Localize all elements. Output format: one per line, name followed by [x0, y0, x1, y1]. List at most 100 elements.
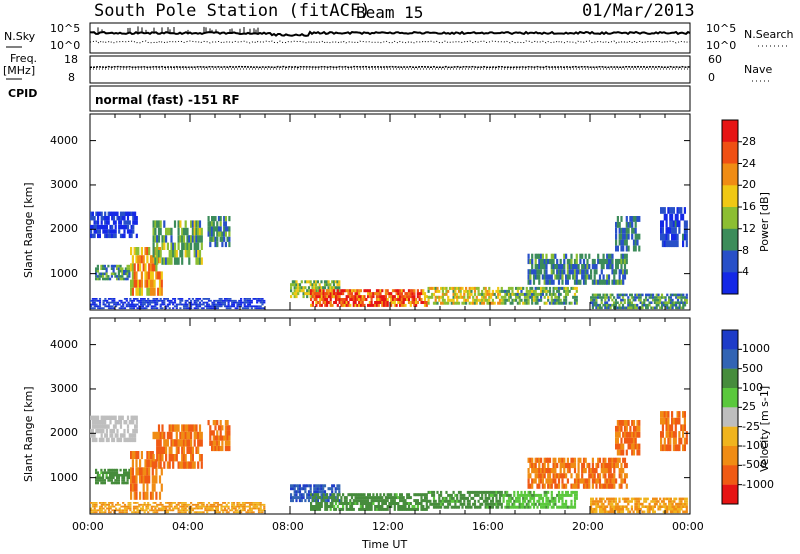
power-cell — [557, 279, 561, 285]
power-cell — [602, 264, 605, 270]
velocity-cell — [310, 493, 313, 497]
power-cell — [678, 296, 681, 299]
power-cell — [667, 227, 670, 234]
velocity-cell — [388, 502, 391, 505]
power-cell — [370, 298, 373, 301]
power-cell — [129, 299, 132, 302]
power-cell — [466, 289, 469, 293]
power-cell — [557, 269, 561, 275]
velocity-cell — [361, 502, 364, 505]
power-cell — [534, 289, 537, 293]
velocity-cell — [368, 505, 371, 508]
power-cell — [557, 292, 561, 296]
power-cell — [609, 264, 612, 270]
velocity-cell — [107, 471, 110, 474]
velocity-cell — [112, 471, 115, 474]
power-cell — [224, 226, 227, 232]
power-cell — [105, 229, 108, 234]
velocity-cell — [593, 502, 596, 506]
power-cell — [511, 289, 514, 293]
velocity-cell — [613, 483, 616, 489]
velocity-cell — [498, 502, 502, 506]
velocity-cell — [604, 468, 607, 474]
velocity-cell — [190, 454, 193, 462]
power-cell — [243, 305, 246, 308]
velocity-cell — [188, 446, 191, 454]
velocity-cell — [105, 433, 108, 438]
power-cell — [148, 247, 151, 256]
velocity-cell — [146, 475, 149, 484]
velocity-cell — [381, 505, 384, 508]
velocity-cell — [181, 439, 184, 447]
velocity-cell — [447, 499, 450, 503]
velocity-cell — [602, 462, 605, 469]
power-cell — [425, 295, 428, 299]
power-cell — [243, 301, 246, 304]
power-cell — [119, 269, 122, 273]
power-cell — [678, 301, 681, 304]
velocity-cell — [588, 478, 591, 484]
power-cell — [557, 301, 561, 305]
velocity-cell — [156, 446, 159, 454]
power-cell — [223, 298, 227, 300]
velocity-cell — [324, 505, 327, 508]
power-cell — [304, 280, 307, 284]
power-cell — [156, 301, 159, 304]
velocity-cell — [575, 493, 578, 497]
power-cell — [97, 299, 100, 302]
power-cell — [149, 263, 153, 272]
power-cell — [384, 301, 387, 304]
velocity-cell — [154, 507, 157, 510]
power-cell — [163, 257, 166, 265]
velocity-cell — [359, 499, 362, 503]
velocity-cell — [397, 502, 400, 505]
velocity-cell — [197, 439, 200, 447]
power-cell — [173, 250, 177, 258]
velocity-cell — [613, 510, 616, 514]
power-cell — [511, 286, 514, 290]
power-cell — [497, 286, 500, 290]
power-cell — [527, 298, 530, 302]
velocity-cell — [100, 507, 103, 510]
velocity-cell — [468, 505, 471, 509]
velocity-cell — [127, 502, 130, 504]
velocity-cell — [669, 502, 672, 506]
velocity-cell — [561, 478, 564, 484]
velocity-cell — [224, 440, 227, 446]
velocity-cell — [493, 490, 496, 494]
velocity-cell — [340, 499, 343, 503]
velocity-cell — [298, 499, 302, 503]
velocity-cell — [623, 462, 627, 469]
velocity-cell — [157, 424, 161, 432]
power-cell — [132, 307, 136, 310]
velocity-cell — [527, 502, 530, 506]
power-cell — [214, 226, 217, 232]
power-cell — [616, 245, 619, 252]
power-cell — [660, 233, 663, 241]
velocity-cell — [130, 415, 133, 420]
power-cell — [147, 299, 150, 302]
power-cell — [217, 216, 221, 222]
velocity-cell — [193, 511, 196, 514]
velocity-cell — [665, 431, 668, 438]
velocity-cell — [123, 511, 127, 514]
power-cell — [320, 289, 323, 293]
power-cell — [177, 227, 180, 236]
velocity-cell — [243, 509, 246, 512]
velocity-cell — [452, 499, 455, 503]
power-cell — [445, 301, 448, 305]
velocity-cell — [313, 505, 316, 508]
power-cell — [107, 216, 110, 221]
power-colorbar-tick-label: 4 — [742, 265, 749, 279]
power-cell — [650, 293, 653, 297]
velocity-cell — [100, 433, 103, 438]
velocity-cell — [152, 505, 155, 508]
power-cell — [195, 303, 198, 306]
power-cell — [117, 275, 120, 278]
power-cell — [329, 292, 332, 296]
velocity-cell — [252, 505, 255, 508]
velocity-cell — [340, 507, 343, 511]
velocity-cell — [668, 507, 671, 511]
velocity-cell — [370, 502, 373, 505]
velocity-cell — [190, 439, 193, 447]
